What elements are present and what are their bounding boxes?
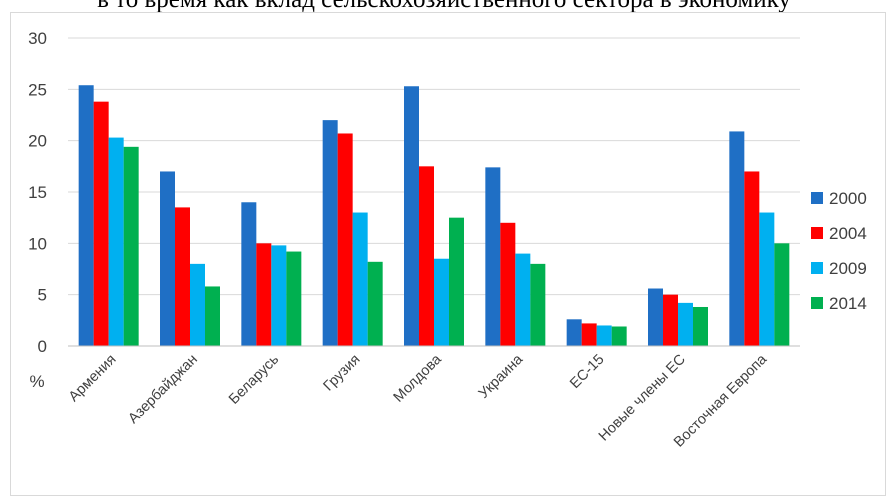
bar-2000	[323, 120, 338, 346]
bar-2014	[205, 286, 220, 346]
y-tick-label: 10	[28, 234, 47, 253]
bars	[79, 85, 790, 346]
bar-2014	[693, 307, 708, 346]
category-label: ЕС-15	[567, 352, 607, 392]
legend-swatch	[811, 297, 823, 309]
bar-2014	[449, 218, 464, 346]
bar-2004	[663, 295, 678, 346]
bar-2009	[109, 138, 124, 346]
legend-label: 2000	[829, 189, 867, 208]
bar-2000	[729, 131, 744, 346]
legend-swatch	[811, 262, 823, 274]
y-axis-ticks: 0 5 10 15 20 25 30	[28, 29, 47, 356]
category-label: Беларусь	[226, 352, 282, 408]
bar-2009	[190, 264, 205, 346]
bar-2004	[419, 166, 434, 346]
bar-2009	[597, 325, 612, 346]
bar-2004	[256, 243, 271, 346]
bar-2000	[648, 289, 663, 346]
category-label: Восточная Европа	[671, 351, 771, 451]
category-label: Новые члены ЕС	[596, 352, 689, 445]
bar-2004	[500, 223, 515, 346]
bar-2004	[175, 207, 190, 346]
bar-2004	[744, 171, 759, 346]
bar-2009	[515, 254, 530, 346]
bar-2009	[759, 213, 774, 346]
y-tick-label: 15	[28, 183, 47, 202]
y-tick-label: 30	[28, 29, 47, 48]
bar-2004	[94, 102, 109, 346]
bar-2014	[612, 326, 627, 346]
bar-2009	[353, 213, 368, 346]
bar-2000	[485, 167, 500, 346]
bar-2009	[434, 259, 449, 346]
bar-2000	[79, 85, 94, 346]
bar-2009	[678, 303, 693, 346]
bar-2009	[271, 245, 286, 346]
legend-swatch	[811, 192, 823, 204]
bar-2014	[774, 243, 789, 346]
category-label: Молдова	[391, 351, 446, 406]
bar-2000	[567, 319, 582, 346]
y-tick-label: 5	[38, 286, 47, 305]
bar-2014	[368, 262, 383, 346]
y-tick-label: 20	[28, 132, 47, 151]
category-label: Украина	[476, 351, 527, 402]
bar-2000	[160, 171, 175, 346]
bar-2014	[124, 147, 139, 346]
category-label: Армения	[66, 352, 120, 406]
legend-label: 2009	[829, 259, 867, 278]
legend-label: 2004	[829, 224, 867, 243]
bar-2004	[582, 323, 597, 346]
category-label: Азербайджан	[125, 352, 200, 427]
legend-label: 2014	[829, 294, 867, 313]
y-axis-label: %	[29, 372, 44, 391]
category-label: Грузия	[321, 352, 364, 395]
y-tick-label: 25	[28, 80, 47, 99]
y-tick-label: 0	[38, 337, 47, 356]
bar-2004	[338, 133, 353, 346]
bar-2000	[241, 202, 256, 346]
legend: 2000 2004 2009 2014	[811, 189, 867, 313]
bar-2014	[530, 264, 545, 346]
legend-swatch	[811, 227, 823, 239]
bar-2000	[404, 86, 419, 346]
category-labels: Армения Азербайджан Беларусь Грузия Молдова У…	[66, 351, 771, 451]
bar-2014	[286, 252, 301, 346]
